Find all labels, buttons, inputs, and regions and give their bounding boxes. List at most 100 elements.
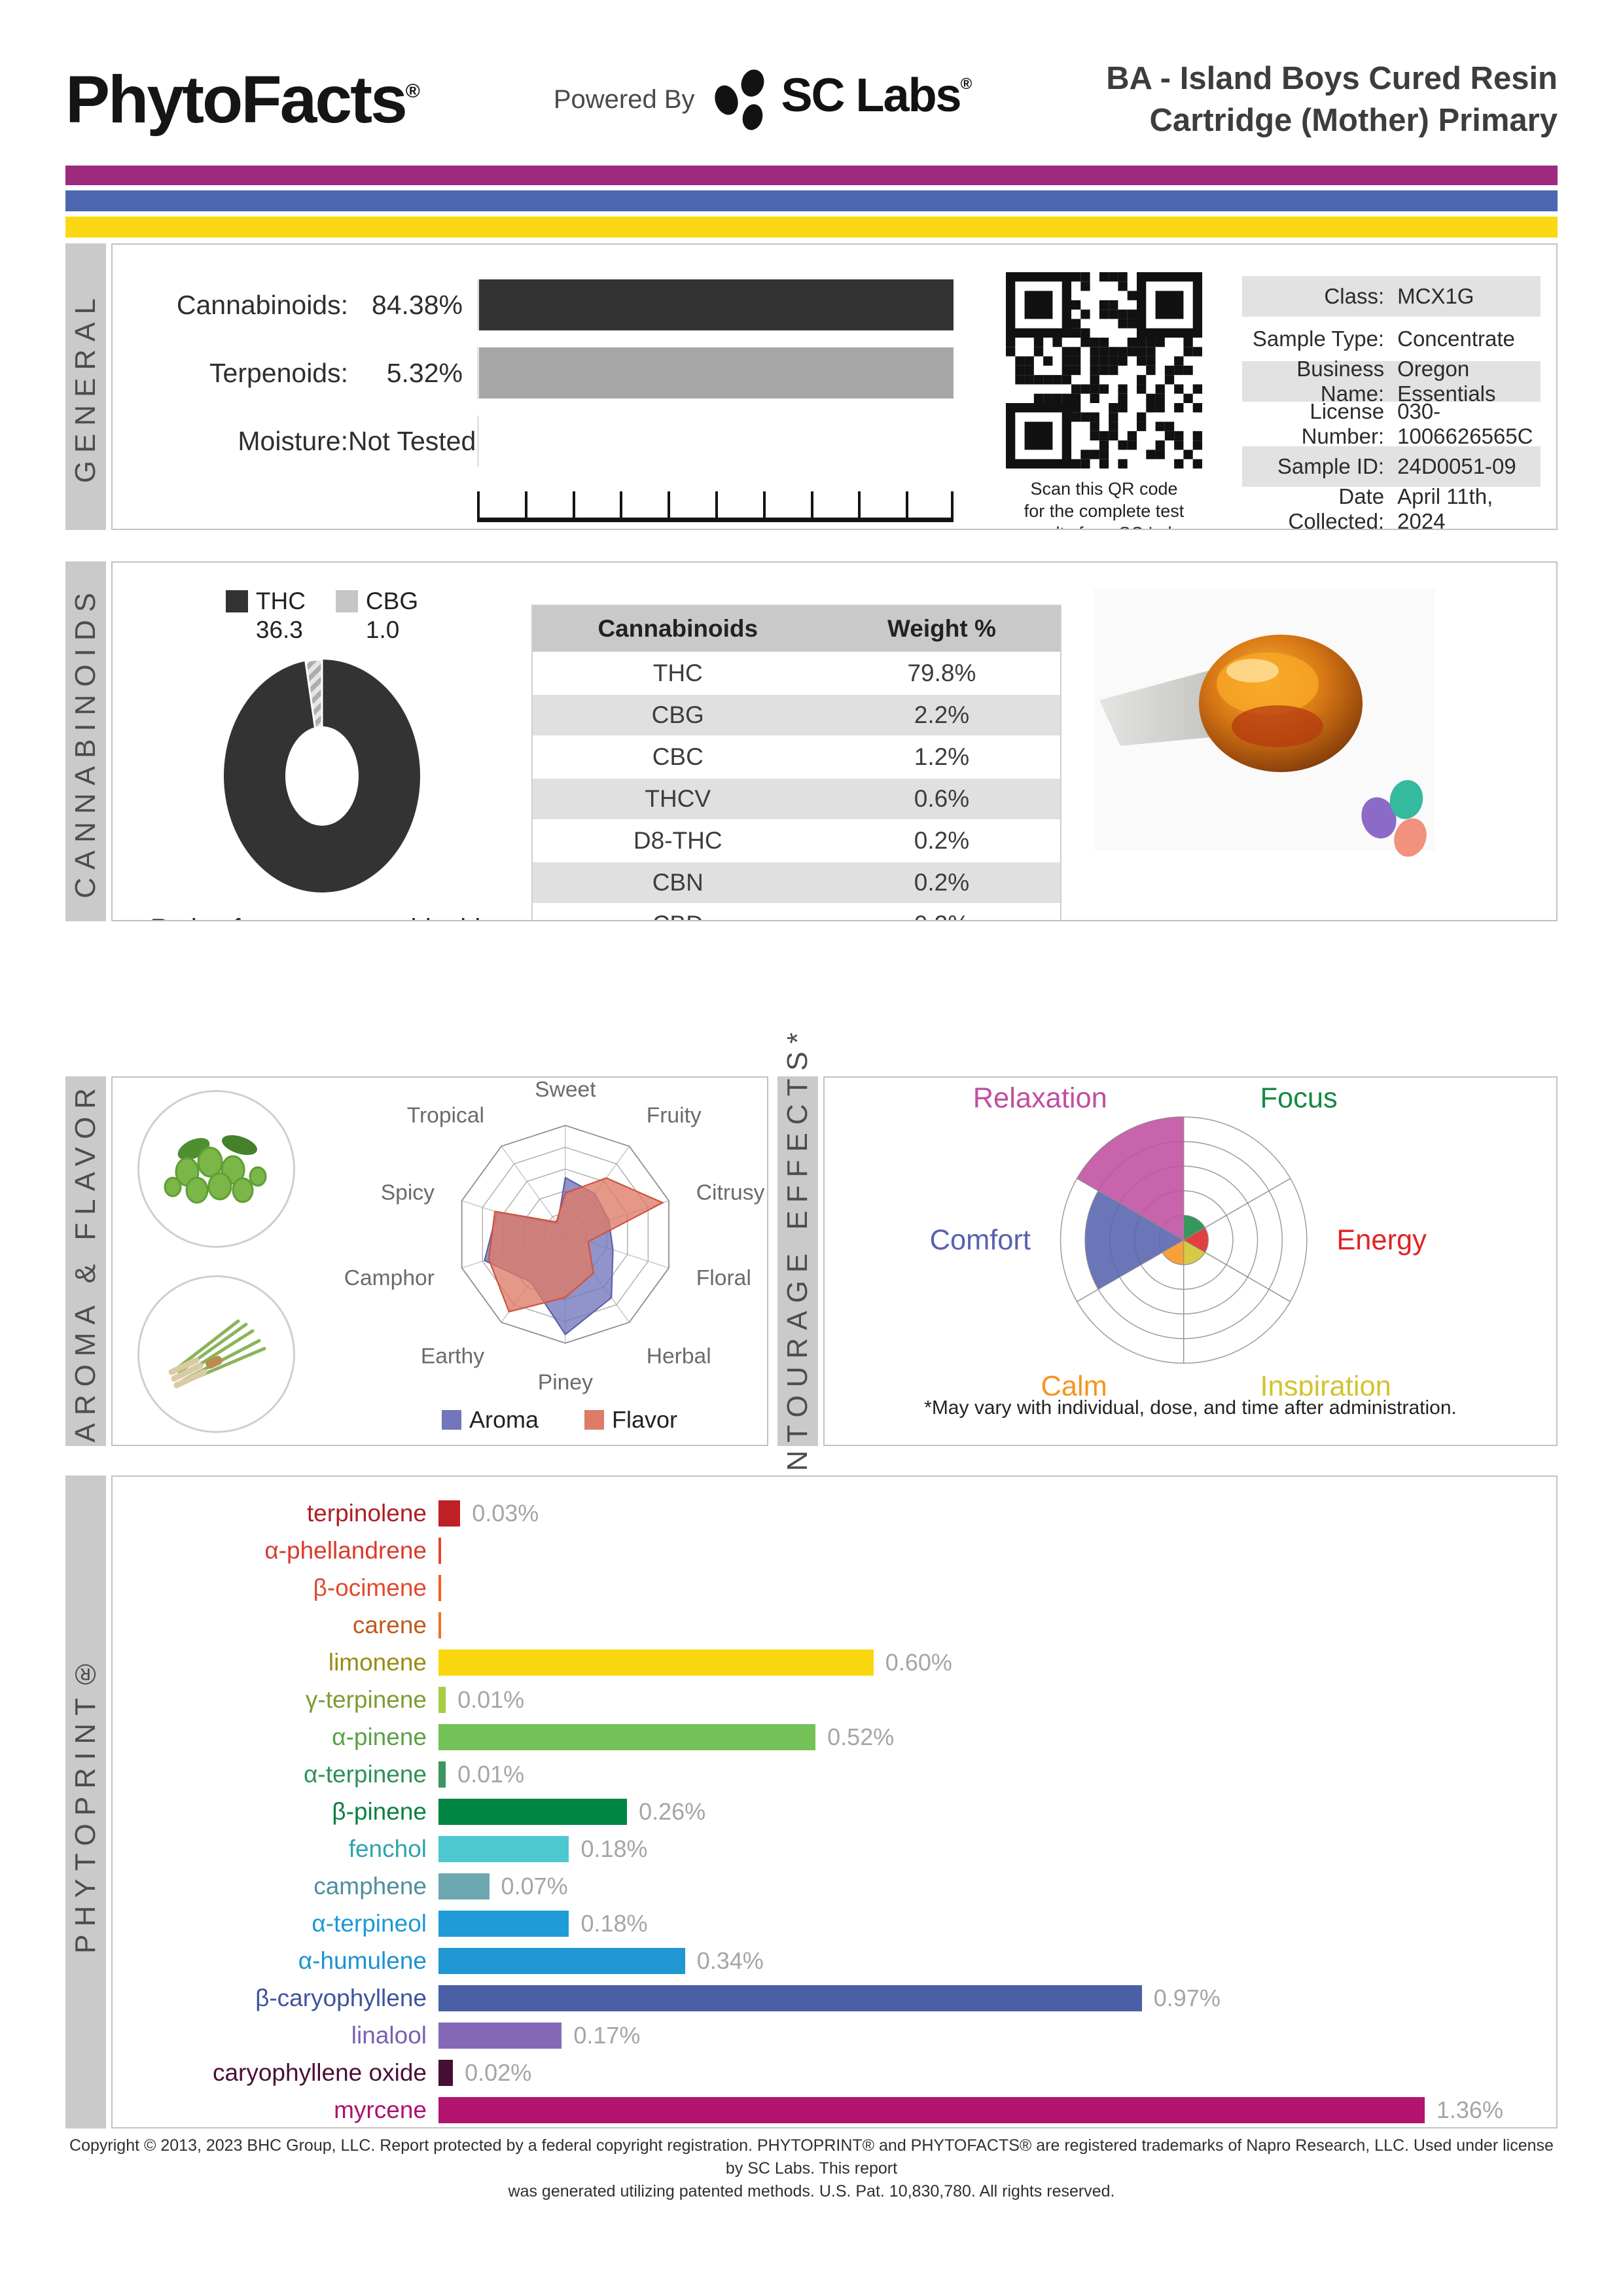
radar-axis-label: Tropical: [407, 1104, 484, 1128]
qr-module: [1015, 375, 1025, 385]
legend-ratio: 36.3: [255, 616, 303, 643]
donut-legend-item: THC 36.3: [225, 588, 306, 644]
qr-module: [1099, 356, 1109, 366]
qr-module: [1118, 393, 1128, 403]
ruler-tick: [715, 491, 718, 518]
qr-module: [1090, 450, 1099, 459]
qr-module: [1174, 384, 1184, 394]
metric-value: 84.38%: [371, 289, 463, 320]
qr-module: [1155, 393, 1165, 403]
general-metrics: Cannabinoids: 84.38% Terpenoids: 5.32% Moist…: [113, 245, 983, 529]
report-title-line2: Cartridge (Mother) Primary: [1149, 102, 1558, 138]
qr-module: [1137, 421, 1147, 431]
cannabinoid-name: THCV: [645, 785, 711, 812]
qr-module: [1099, 440, 1109, 450]
terpene-bar-track: 0.18%: [438, 1910, 1526, 1937]
ruler-tick: [906, 491, 909, 518]
radar-block: Sweet Fruity Citrusy Floral Herbal Piney Earth…: [334, 1078, 767, 1445]
qr-module: [1109, 347, 1118, 357]
qr-module: [1071, 300, 1081, 310]
section-phytoprint: PHYTOPRINT® terpinolene 0.03% α-phellandre…: [65, 1475, 1558, 2128]
ruler-row: [152, 483, 954, 522]
qr-module: [1127, 309, 1137, 319]
section-cannabinoids-tab: CANNABINOIDS: [65, 561, 106, 921]
qr-module: [1109, 421, 1118, 431]
info-label: Date Collected:: [1288, 484, 1385, 530]
info-value: Concentrate: [1397, 327, 1515, 351]
cannabinoid-table-header: Cannabinoids Weight %: [533, 606, 1061, 652]
qr-module: [1155, 384, 1165, 394]
qr-module: [1155, 403, 1165, 413]
terpene-row: α-pinene 0.52%: [113, 1723, 1526, 1750]
qr-module: [1146, 356, 1156, 366]
legend-label: Aroma: [469, 1406, 539, 1433]
radar-axis-label: Camphor: [344, 1266, 435, 1290]
terpene-row: camphene 0.07%: [113, 1873, 1526, 1899]
header: PhytoFacts® Powered By SC Labs® BA - Isl…: [65, 39, 1558, 160]
qr-module: [1137, 347, 1147, 357]
terpene-row: myrcene 1.36%: [113, 2096, 1526, 2123]
product-photo-block: [1081, 563, 1556, 920]
metric-label: Cannabinoids:: [176, 289, 348, 320]
radar-axis-label: Fruity: [647, 1104, 702, 1128]
table-row: CBG 2.2%: [533, 695, 1061, 735]
qr-module: [1099, 309, 1109, 319]
terpene-row: β-caryophyllene 0.97%: [113, 1985, 1526, 2011]
effect-label-relaxation: Relaxation: [973, 1082, 1107, 1114]
lemongrass-icon: [168, 1319, 266, 1388]
effect-label-focus: Focus: [1260, 1082, 1338, 1114]
qr-module: [1090, 347, 1099, 357]
table-row: THC 79.8%: [533, 653, 1060, 694]
info-row: Sample ID: 24D0051-09: [1242, 446, 1541, 487]
radar-axis-label: Sweet: [535, 1078, 596, 1102]
effect-sector-relaxation: [1076, 1116, 1185, 1241]
qr-module: [1109, 412, 1118, 422]
qr-module: [1183, 347, 1193, 357]
info-row: License Number: 030-1006626565C: [1242, 399, 1541, 448]
divider-bars: [65, 166, 1558, 238]
ruler-tick: [858, 491, 861, 518]
entourage-effects-chart: Focus Energy Inspiration Calm Comfort Relaxat…: [930, 1082, 1427, 1396]
qr-caption-line: Scan this QR code: [1030, 479, 1178, 499]
terpene-label: β-ocimene: [313, 1574, 427, 1601]
qr-module: [1183, 393, 1193, 403]
cannabinoid-name: D8-THC: [633, 827, 722, 854]
terpene-bar: [438, 1500, 461, 1527]
section-phytoprint-tab: PHYTOPRINT®: [65, 1475, 106, 2128]
qr-module: [1099, 300, 1109, 310]
footer: Copyright © 2013, 2023 BHC Group, LLC. R…: [65, 2134, 1558, 2203]
qr-module: [1090, 356, 1099, 366]
qr-module: [1090, 375, 1099, 385]
terpene-bar-track: 0.07%: [438, 1873, 1526, 1899]
terpene-bar-track: 0.01%: [438, 1761, 1526, 1788]
qr-module: [1033, 338, 1044, 347]
terpene-label: α-terpineol: [312, 1910, 427, 1937]
terpene-value: 0.01%: [457, 1686, 525, 1713]
qr-module: [1080, 309, 1090, 319]
terpene-value: 0.18%: [580, 1835, 648, 1862]
qr-module: [1127, 338, 1137, 347]
terpene-label: γ-terpinene: [305, 1686, 427, 1713]
qr-module: [1192, 440, 1202, 450]
terpene-bar: [438, 1948, 685, 1974]
donut-caption: Ratio of top two cannabinoids: [113, 914, 531, 920]
qr-module: [1015, 365, 1025, 376]
section-entourage-label: ENTOURAGE EFFECTS*: [781, 1024, 813, 1498]
table-row: CBD0.2%: [533, 904, 1060, 920]
terpene-label: α-humulene: [298, 1947, 427, 1974]
qr-module: [1118, 319, 1128, 328]
effect-label-inspiration: Inspiration: [1260, 1371, 1391, 1396]
cannabinoid-weight: 1.2%: [914, 743, 970, 770]
donut-legend: THC 36.3 CBG 1.0: [113, 588, 531, 644]
ruler-tick: [477, 491, 480, 518]
terpene-label: α-terpinene: [304, 1761, 427, 1788]
radar-legend-item: Flavor: [584, 1406, 677, 1434]
qr-module: [1192, 403, 1202, 413]
info-value: Oregon Essentials: [1397, 357, 1496, 406]
qr-module: [1118, 272, 1128, 282]
effect-label-calm: Calm: [1041, 1371, 1107, 1396]
qr-module: [1099, 272, 1109, 282]
terpene-bar: [438, 1799, 628, 1825]
